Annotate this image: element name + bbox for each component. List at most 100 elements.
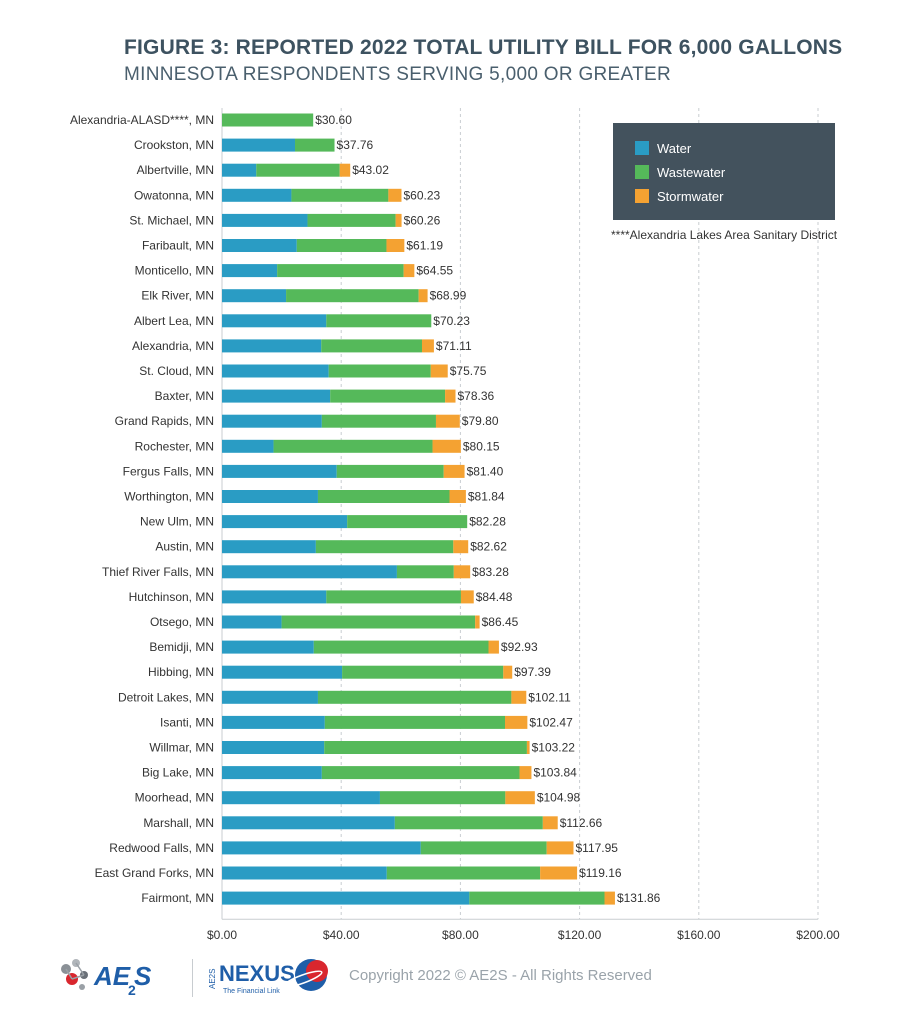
bar-segment-stormwater xyxy=(443,464,465,478)
category-label: Albert Lea, MN xyxy=(134,314,214,328)
bar-segment-wastewater xyxy=(321,766,520,780)
category-label: Elk River, MN xyxy=(141,289,214,303)
bar-segment-water xyxy=(222,414,322,428)
bar-segment-water xyxy=(222,314,327,328)
category-label: Moorhead, MN xyxy=(135,791,214,805)
bar-segment-stormwater xyxy=(511,690,527,704)
bar-segment-wastewater xyxy=(273,439,433,453)
data-label: $82.62 xyxy=(470,540,507,554)
category-label: St. Michael, MN xyxy=(129,213,214,227)
data-label: $81.40 xyxy=(467,464,504,478)
bar-segment-water xyxy=(222,715,325,729)
data-label: $86.45 xyxy=(482,615,519,629)
data-label: $104.98 xyxy=(537,791,581,805)
legend-item-wastewater: Wastewater xyxy=(635,163,725,181)
bar-segment-wastewater xyxy=(347,515,468,529)
bar-segment-water xyxy=(222,389,331,403)
data-label: $61.19 xyxy=(406,239,443,253)
data-label: $60.26 xyxy=(404,213,441,227)
bar-segment-stormwater xyxy=(546,841,574,855)
bar-segment-stormwater xyxy=(432,439,461,453)
bar-segment-water xyxy=(222,264,278,278)
bar-segment-stormwater xyxy=(388,188,402,202)
footer-divider xyxy=(192,959,193,997)
bar-segment-wastewater xyxy=(296,239,387,252)
data-label: $81.84 xyxy=(468,490,505,504)
data-label: $64.55 xyxy=(416,264,453,278)
bar-segment-stormwater xyxy=(475,615,480,629)
data-label: $103.84 xyxy=(533,766,577,780)
data-label: $112.66 xyxy=(560,816,603,830)
bar-segment-wastewater xyxy=(330,389,446,403)
nexus-logo: AE2S NEXUS The Financial Link xyxy=(208,959,328,995)
category-label: Big Lake, MN xyxy=(142,766,214,780)
legend-label-stormwater: Stormwater xyxy=(657,188,724,204)
legend-swatch-stormwater xyxy=(635,189,649,203)
x-tick-label: $80.00 xyxy=(442,928,479,940)
data-label: $103.22 xyxy=(532,741,576,755)
bar-segment-stormwater xyxy=(430,364,448,378)
bar-segment-stormwater xyxy=(488,640,499,654)
data-label: $92.93 xyxy=(501,640,538,654)
category-label: St. Cloud, MN xyxy=(139,364,214,378)
bar-segment-wastewater xyxy=(336,464,444,478)
data-label: $78.36 xyxy=(458,389,495,403)
data-label: $131.86 xyxy=(617,891,661,905)
bar-segment-stormwater xyxy=(435,414,460,428)
bar-segment-stormwater xyxy=(386,239,405,252)
category-label: Faribault, MN xyxy=(142,239,214,253)
x-tick-label: $0.00 xyxy=(207,928,237,940)
data-label: $79.80 xyxy=(462,414,499,428)
data-label: $82.28 xyxy=(469,515,506,529)
category-label: Otsego, MN xyxy=(150,615,214,629)
category-label: Monticello, MN xyxy=(135,264,214,278)
bar-segment-wastewater xyxy=(379,791,506,805)
bar-segment-stormwater xyxy=(418,289,428,303)
bar-segment-water xyxy=(222,590,327,604)
bar-segment-water xyxy=(222,741,325,754)
bar-segment-water xyxy=(222,540,316,554)
bar-segment-water xyxy=(222,439,274,453)
bar-segment-wastewater xyxy=(295,138,335,152)
bar-segment-stormwater xyxy=(503,665,513,679)
bar-segment-water xyxy=(222,866,387,880)
category-label: Fergus Falls, MN xyxy=(123,464,214,478)
bar-segment-water xyxy=(222,615,282,629)
bar-segment-wastewater xyxy=(328,364,431,378)
bar-segment-stormwater xyxy=(519,766,532,780)
data-label: $97.39 xyxy=(514,665,551,679)
bar-segment-water xyxy=(222,339,322,353)
category-label: Worthington, MN xyxy=(124,490,214,504)
category-label: East Grand Forks, MN xyxy=(95,866,214,880)
data-label: $71.11 xyxy=(436,339,472,353)
bar-segment-water xyxy=(222,163,257,177)
category-label: Willmar, MN xyxy=(149,741,214,755)
bar-segment-wastewater xyxy=(315,540,454,554)
bar-segment-wastewater xyxy=(394,816,543,830)
svg-text:AE2S: AE2S xyxy=(208,969,217,989)
bar-segment-water xyxy=(222,891,470,905)
data-label: $119.16 xyxy=(579,866,622,880)
bar-segment-wastewater xyxy=(326,590,461,604)
chart-legend: Water Wastewater Stormwater xyxy=(613,123,835,220)
data-label: $30.60 xyxy=(315,113,352,127)
x-tick-label: $200.00 xyxy=(796,928,840,940)
bar-segment-stormwater xyxy=(403,264,415,278)
bar-segment-water xyxy=(222,138,296,152)
data-label: $80.15 xyxy=(463,439,500,453)
category-label: Thief River Falls, MN xyxy=(102,565,214,579)
bar-segment-water xyxy=(222,640,314,654)
bar-segment-stormwater xyxy=(505,791,535,805)
category-label: Detroit Lakes, MN xyxy=(118,690,214,704)
data-label: $102.11 xyxy=(528,690,571,704)
category-label: Crookston, MN xyxy=(134,138,214,152)
category-label: Grand Rapids, MN xyxy=(115,414,214,428)
category-label: Hibbing, MN xyxy=(148,665,214,679)
bar-segment-water xyxy=(222,239,297,252)
bar-segment-water xyxy=(222,690,318,704)
bar-segment-wastewater xyxy=(277,264,404,278)
category-label: Alexandria-ALASD****, MN xyxy=(70,113,214,127)
data-label: $68.99 xyxy=(430,289,467,303)
chart-footnote: ****Alexandria Lakes Area Sanitary Distr… xyxy=(611,228,838,242)
bar-segment-water xyxy=(222,565,397,579)
